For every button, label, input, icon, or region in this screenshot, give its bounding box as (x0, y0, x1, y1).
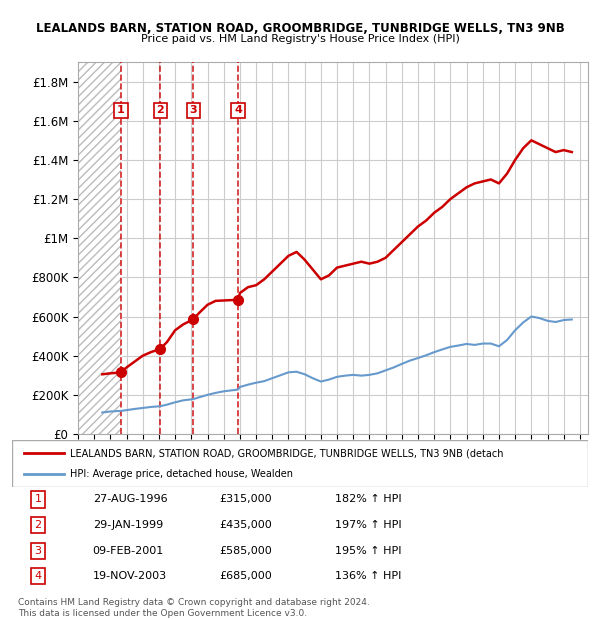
Text: 4: 4 (34, 571, 41, 581)
Text: LEALANDS BARN, STATION ROAD, GROOMBRIDGE, TUNBRIDGE WELLS, TN3 9NB: LEALANDS BARN, STATION ROAD, GROOMBRIDGE… (35, 22, 565, 35)
Text: This data is licensed under the Open Government Licence v3.0.: This data is licensed under the Open Gov… (18, 609, 307, 618)
Text: 182% ↑ HPI: 182% ↑ HPI (335, 495, 401, 505)
Text: 197% ↑ HPI: 197% ↑ HPI (335, 520, 401, 530)
Text: 195% ↑ HPI: 195% ↑ HPI (335, 546, 401, 556)
Text: LEALANDS BARN, STATION ROAD, GROOMBRIDGE, TUNBRIDGE WELLS, TN3 9NB (detach: LEALANDS BARN, STATION ROAD, GROOMBRIDGE… (70, 448, 503, 458)
Text: Price paid vs. HM Land Registry's House Price Index (HPI): Price paid vs. HM Land Registry's House … (140, 34, 460, 44)
Text: 09-FEB-2001: 09-FEB-2001 (92, 546, 164, 556)
Text: £315,000: £315,000 (220, 495, 272, 505)
Text: 27-AUG-1996: 27-AUG-1996 (92, 495, 167, 505)
Text: Contains HM Land Registry data © Crown copyright and database right 2024.: Contains HM Land Registry data © Crown c… (18, 598, 370, 608)
Text: 1: 1 (34, 495, 41, 505)
Text: £435,000: £435,000 (220, 520, 272, 530)
Text: £585,000: £585,000 (220, 546, 272, 556)
Text: 2: 2 (34, 520, 41, 530)
Text: £685,000: £685,000 (220, 571, 272, 581)
Text: 136% ↑ HPI: 136% ↑ HPI (335, 571, 401, 581)
Text: 2: 2 (157, 105, 164, 115)
Bar (78, 62, 121, 434)
Text: 19-NOV-2003: 19-NOV-2003 (92, 571, 167, 581)
Text: 3: 3 (190, 105, 197, 115)
Text: 29-JAN-1999: 29-JAN-1999 (92, 520, 163, 530)
Bar (78, 62, 121, 434)
FancyBboxPatch shape (12, 440, 588, 487)
Text: 1: 1 (117, 105, 125, 115)
Text: HPI: Average price, detached house, Wealden: HPI: Average price, detached house, Weal… (70, 469, 293, 479)
Text: 4: 4 (234, 105, 242, 115)
Text: 3: 3 (34, 546, 41, 556)
